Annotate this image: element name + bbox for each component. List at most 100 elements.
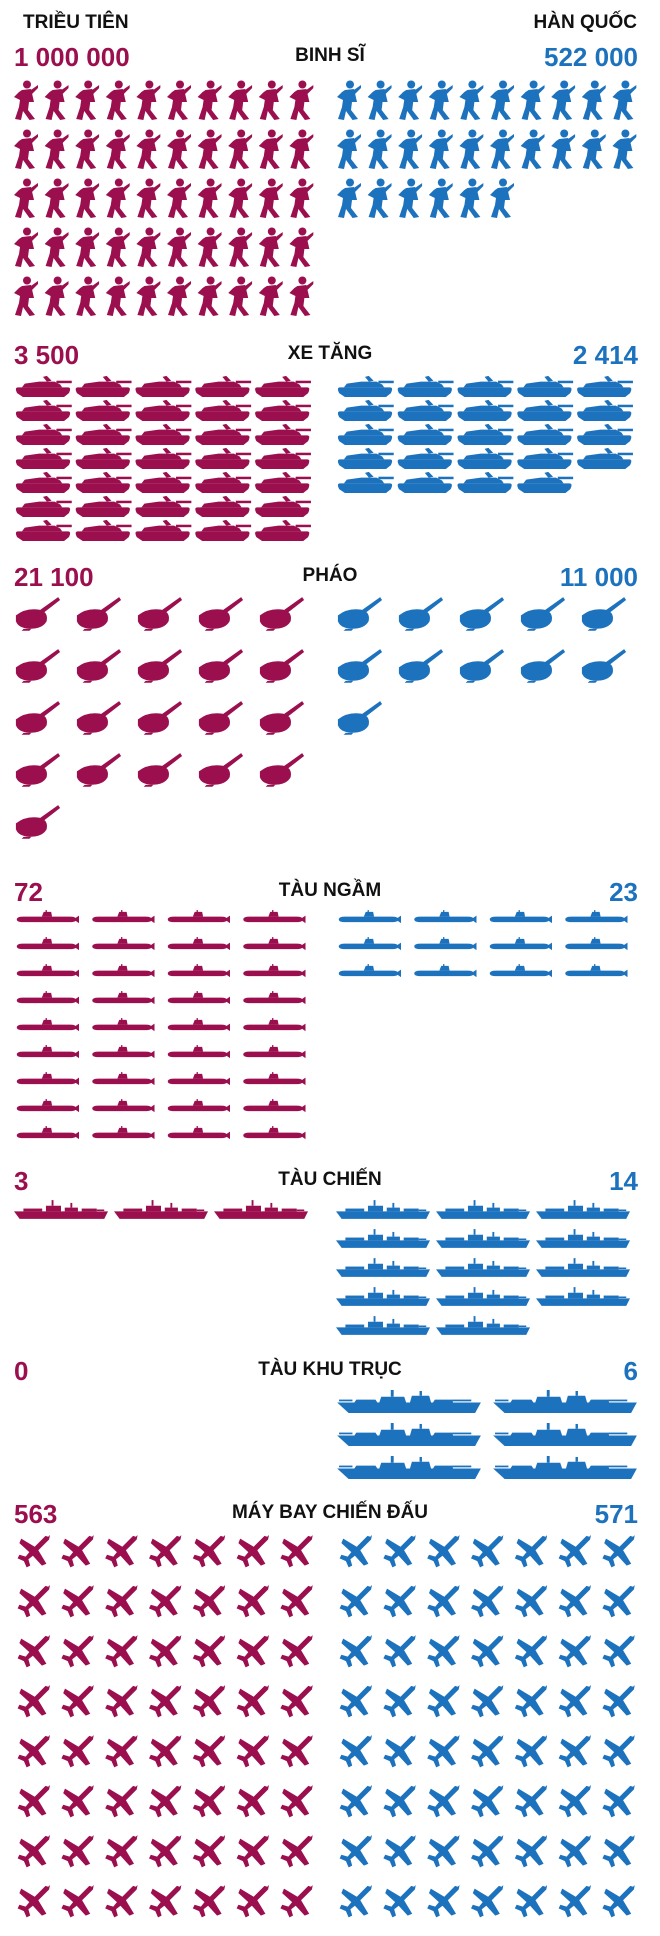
- north-submarines-icon: [167, 991, 230, 1005]
- north-soldiers-icon: [228, 227, 253, 267]
- south-soldiers-icon: [520, 80, 545, 120]
- north-soldiers-icon: [75, 178, 100, 218]
- north-soldiers-icon: [258, 276, 283, 316]
- south-artillery-icon: [459, 597, 505, 631]
- north-soldiers-icon: [197, 227, 222, 267]
- north-soldiers-icon: [136, 178, 161, 218]
- north-artillery-icon: [15, 701, 61, 735]
- south-submarines-icon: [565, 964, 628, 978]
- north-tanks-icon: [195, 519, 252, 541]
- south-soldiers-icon: [551, 80, 576, 120]
- north-fighters-icon: [61, 1885, 94, 1918]
- south-submarines-icon: [338, 910, 401, 924]
- north-fighters-icon: [149, 1535, 182, 1568]
- tanks-category-label: XE TĂNG: [288, 342, 372, 364]
- south-warships-icon: [436, 1258, 530, 1277]
- north-fighters-icon: [105, 1835, 138, 1868]
- south-tanks-icon: [397, 423, 454, 445]
- north-fighters-icon: [105, 1735, 138, 1768]
- north-tanks-icon: [135, 519, 192, 541]
- north-submarines-icon: [16, 1018, 79, 1032]
- north-soldiers-icon: [136, 276, 161, 316]
- fighters-category-label: MÁY BAY CHIẾN ĐẤU: [232, 1501, 428, 1523]
- north-fighters-icon: [105, 1685, 138, 1718]
- south-warships-icon: [436, 1229, 530, 1248]
- south-fighters-icon: [471, 1685, 504, 1718]
- north-soldiers-icon: [75, 129, 100, 169]
- north-tanks-icon: [255, 423, 311, 445]
- south-tanks-icon: [337, 423, 394, 445]
- south-warships-icon: [336, 1200, 430, 1219]
- south-tanks-icon: [397, 447, 454, 469]
- south-artillery-icon: [337, 649, 383, 683]
- south-fighters-icon: [383, 1535, 416, 1568]
- south-fighters-icon: [427, 1735, 460, 1768]
- north-fighters-icon: [17, 1535, 50, 1568]
- north-artillery-icon: [15, 753, 61, 787]
- north-fighters-icon: [280, 1835, 313, 1868]
- north-soldiers-icon: [14, 276, 38, 316]
- north-artillery-icon: [259, 753, 305, 787]
- north-submarines-icon: [167, 964, 230, 978]
- north-fighters-icon: [192, 1835, 226, 1868]
- south-destroyers-icon: [493, 1390, 637, 1413]
- north-soldiers-icon: [258, 178, 283, 218]
- north-artillery-icon: [76, 753, 122, 787]
- south-artillery-icon: [581, 597, 627, 631]
- north-fighters-icon: [280, 1785, 313, 1818]
- north-fighters-icon: [192, 1785, 226, 1818]
- south-tanks-icon: [457, 399, 514, 421]
- north-soldiers-icon: [197, 276, 222, 316]
- south-fighters-icon: [339, 1885, 372, 1918]
- north-soldiers-icon: [75, 276, 100, 316]
- warships-category-label: TÀU CHIẾN: [278, 1168, 381, 1190]
- north-country-label: TRIỀU TIÊN: [23, 11, 129, 33]
- north-submarines-icon: [243, 1018, 306, 1032]
- north-soldiers-icon: [258, 80, 283, 120]
- south-soldiers-icon: [490, 80, 514, 120]
- north-fighters-icon: [17, 1835, 50, 1868]
- south-fighters-icon: [383, 1885, 416, 1918]
- south-submarines-icon: [414, 937, 477, 951]
- north-artillery-icon: [76, 701, 122, 735]
- south-fighters-icon: [427, 1585, 460, 1618]
- south-tanks-icon: [577, 423, 633, 445]
- north-submarines-icon: [167, 910, 230, 924]
- south-tanks-icon: [337, 447, 394, 469]
- north-fighters-icon: [61, 1585, 94, 1618]
- north-warships-icon: [14, 1200, 108, 1219]
- south-fighters-icon: [514, 1735, 548, 1768]
- north-tanks-icon: [255, 495, 311, 517]
- south-tanks-icon: [517, 471, 574, 493]
- north-soldiers-icon: [167, 129, 191, 169]
- north-submarines-icon: [92, 1072, 155, 1086]
- north-soldiers-icon: [167, 80, 191, 120]
- south-soldiers-icon: [612, 80, 637, 120]
- north-soldiers-icon: [167, 178, 191, 218]
- north-fighters-icon: [149, 1635, 182, 1668]
- north-tanks-icon: [135, 471, 192, 493]
- north-fighters-icon: [17, 1885, 50, 1918]
- south-fighters-icon: [471, 1585, 504, 1618]
- north-fighters-icon: [236, 1635, 269, 1668]
- south-soldiers-icon: [490, 178, 514, 218]
- north-fighters-icon: [61, 1835, 94, 1868]
- north-fighters-icon: [236, 1835, 269, 1868]
- north-artillery-value: 21 100: [14, 562, 94, 592]
- north-soldiers-icon: [228, 276, 253, 316]
- north-fighters-icon: [105, 1885, 138, 1918]
- north-tanks-icon: [15, 495, 72, 517]
- south-warships-icon: [336, 1287, 430, 1306]
- south-soldiers-icon: [398, 129, 423, 169]
- north-tanks-icon: [15, 399, 72, 421]
- north-fighters-icon: [192, 1685, 226, 1718]
- south-soldiers-icon: [398, 80, 423, 120]
- south-artillery-icon: [520, 597, 566, 631]
- south-fighters-icon: [427, 1635, 460, 1668]
- north-tanks-icon: [255, 471, 311, 493]
- south-soldiers-icon: [612, 129, 637, 169]
- north-fighters-icon: [192, 1885, 226, 1918]
- north-submarines-icon: [92, 1099, 155, 1113]
- south-tanks-icon: [337, 375, 394, 397]
- south-fighters-icon: [558, 1835, 591, 1868]
